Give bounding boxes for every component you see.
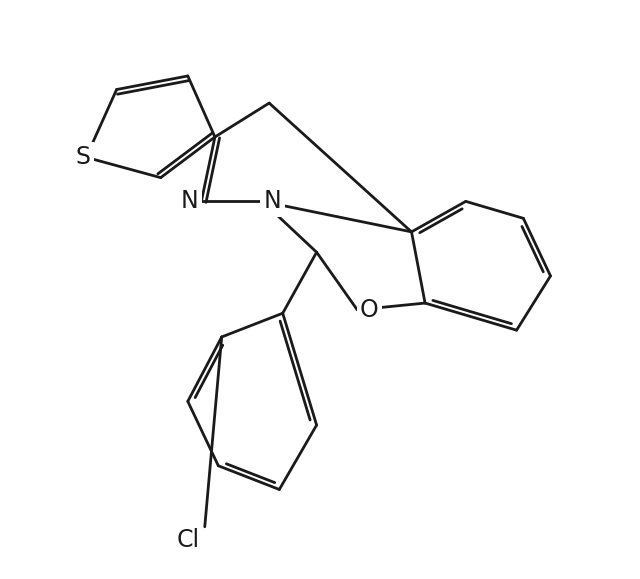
Text: N: N (180, 189, 198, 214)
Text: S: S (76, 145, 90, 169)
Text: O: O (360, 298, 379, 322)
Text: Cl: Cl (176, 528, 200, 552)
Text: N: N (264, 189, 282, 214)
